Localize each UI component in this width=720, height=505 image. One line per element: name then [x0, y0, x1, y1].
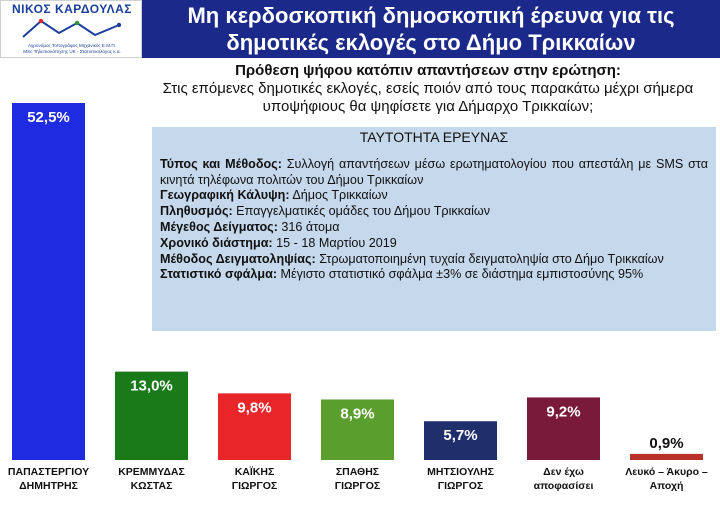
bar-value-label: 5,7% — [443, 427, 477, 444]
question-heading: Πρόθεση ψήφου κατόπιν απαντήσεων στην ερ… — [235, 62, 621, 79]
survey-row: Πληθυσμός: Επαγγελματικές ομάδες του Δήμ… — [160, 204, 708, 220]
survey-row-label: Μέθοδος Δειγματοληψίας: — [160, 251, 316, 266]
survey-row: Χρονικό διάστημα: 15 - 18 Μαρτίου 2019 — [160, 236, 708, 252]
logo-name: ΝΙΚΟΣ ΚΑΡΔΟΥΛΑΣ — [11, 2, 133, 16]
survey-row: Τύπος και Μέθοδος: Συλλογή απαντήσεων μέ… — [160, 157, 708, 189]
category-label: ΣΠΑΘΗΣ — [336, 466, 379, 478]
logo-graphic-icon — [22, 18, 121, 38]
bar — [115, 371, 188, 460]
category-label: Δεν έχω — [543, 466, 584, 478]
bar-value-label: 9,2% — [546, 403, 580, 420]
bar — [424, 421, 497, 460]
survey-row-value: Συλλογή απαντήσεων μέσω ερωτηματολογίου … — [160, 156, 708, 187]
survey-row-value: Επαγγελματικές ομάδες του Δήμου Τρικκαίω… — [232, 204, 491, 219]
category-label: ΠΑΠΑΣΤΕΡΓΙΟΥ — [8, 466, 89, 478]
category-label: ΓΙΩΡΓΟΣ — [232, 480, 277, 492]
bar-value-label: 8,9% — [340, 405, 374, 422]
survey-row-label: Τύπος και Μέθοδος: — [160, 156, 282, 171]
survey-row-value: Δήμος Τρικκαίων — [289, 188, 388, 203]
question-block: Πρόθεση ψήφου κατόπιν απαντήσεων στην ερ… — [138, 62, 718, 116]
category-label: ΜΗΤΣΙΟΥΛΗΣ — [427, 466, 494, 478]
survey-panel: ΤΑΥΤΟΤΗΤΑ ΕΡΕΥΝΑΣ Τύπος και Μέθοδος: Συλ… — [152, 127, 716, 331]
bar-value-label: 13,0% — [130, 378, 173, 395]
logo: ΝΙΚΟΣ ΚΑΡΔΟΥΛΑΣ Αγρονόμος Τοπογράφος Μηχ… — [0, 0, 142, 58]
survey-row: Μέγεθος Δείγματος: 316 άτομα — [160, 220, 708, 236]
category-label: ΚΩΣΤΑΣ — [131, 480, 173, 492]
category-label: ΚΡΕΜΜΥΔΑΣ — [118, 466, 185, 478]
bar-value-label: 9,8% — [237, 399, 271, 416]
logo-subtitle-2: MSc Τηλεπισκόπησης UK - Στατιστικολόγος … — [23, 49, 121, 54]
category-label: Αποχή — [650, 480, 684, 492]
bar — [321, 399, 394, 460]
survey-row-value: Στρωματοποιημένη τυχαία δειγματοληψία στ… — [315, 251, 664, 266]
bar — [630, 453, 703, 460]
survey-row-label: Μέγεθος Δείγματος: — [160, 219, 278, 234]
survey-row: Μέθοδος Δειγματοληψίας: Στρωματοποιημένη… — [160, 252, 708, 268]
survey-row-label: Στατιστικό σφάλμα: — [160, 267, 278, 282]
survey-rows: Τύπος και Μέθοδος: Συλλογή απαντήσεων μέ… — [160, 157, 708, 283]
survey-row: Γεωγραφική Κάλυψη: Δήμος Τρικκαίων — [160, 188, 708, 204]
category-label: ΔΗΜΗΤΡΗΣ — [19, 480, 78, 492]
survey-row-label: Χρονικό διάστημα: — [160, 235, 273, 250]
category-label: ΚΑΪΚΗΣ — [235, 465, 275, 478]
bar-value-label: 0,9% — [649, 435, 683, 452]
survey-row-value: 15 - 18 Μαρτίου 2019 — [272, 235, 397, 250]
category-label: ΓΙΩΡΓΟΣ — [438, 480, 483, 492]
category-label: Λευκό – Άκυρο – — [625, 466, 708, 478]
survey-row-label: Πληθυσμός: — [160, 204, 233, 219]
survey-title: ΤΑΥΤΟΤΗΤΑ ΕΡΕΥΝΑΣ — [359, 129, 509, 145]
bar-value-label: 52,5% — [27, 109, 70, 126]
category-label: αποφασίσει — [534, 480, 594, 492]
category-label: ΓΙΩΡΓΟΣ — [335, 480, 380, 492]
logo-subtitle-1: Αγρονόμος Τοπογράφος Μηχανικός Ε.Μ.Π. — [28, 43, 116, 48]
header-title-line1: Μη κερδοσκοπική δημοσκοπική έρευνα για τ… — [187, 3, 675, 28]
header-title-line2: δημοτικές εκλογές στο Δήμο Τρικκαίων — [226, 30, 636, 55]
question-text: Στις επόμενες δημοτικές εκλογές, εσείς π… — [162, 80, 694, 115]
survey-row-value: Μέγιστο στατιστικό σφάλμα ±3% σε διάστημ… — [277, 267, 644, 282]
bar — [12, 103, 85, 460]
survey-row: Στατιστικό σφάλμα: Μέγιστο στατιστικό σφ… — [160, 267, 708, 283]
bar — [527, 397, 600, 460]
bar — [218, 393, 291, 460]
survey-row-label: Γεωγραφική Κάλυψη: — [160, 188, 290, 203]
survey-row-value: 316 άτομα — [277, 219, 340, 234]
header-banner: Μη κερδοσκοπική δημοσκοπική έρευνα για τ… — [142, 0, 720, 58]
